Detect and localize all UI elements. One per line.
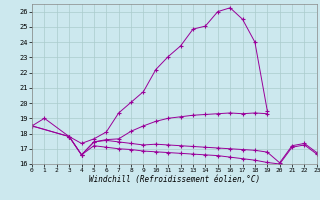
X-axis label: Windchill (Refroidissement éolien,°C): Windchill (Refroidissement éolien,°C): [89, 175, 260, 184]
